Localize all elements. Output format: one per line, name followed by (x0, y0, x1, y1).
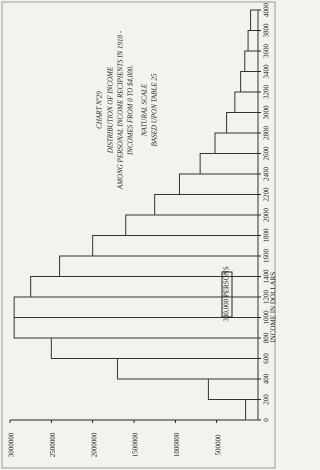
x-axis-label: INCOME IN DOLLARS (270, 272, 277, 343)
x-tick-label: 2800 (263, 126, 271, 141)
x-tick-label: 3600 (263, 44, 271, 59)
x-tick-label: 0 (263, 418, 271, 422)
chart-title: CHART Nº29 (96, 91, 104, 129)
x-tick-label: 1800 (263, 228, 271, 243)
subtitle-line: AMONG PERSONAL INCOME RECIPIENTS IN 1918… (117, 30, 125, 190)
bar (250, 9, 259, 31)
annotation: 300,000 PERSONS (223, 266, 231, 321)
subtitle-line: NATURAL SCALE (141, 83, 149, 137)
x-tick-label: 3000 (263, 105, 271, 120)
x-tick-label: 1400 (263, 269, 271, 284)
y-tick-label: 1000000 (173, 432, 181, 457)
x-tick-label: 2600 (263, 146, 271, 161)
x-tick-label: 2200 (263, 187, 271, 202)
subtitle-line: BASED UPON TABLE 25 (151, 73, 159, 146)
x-tick-label: 4000 (263, 3, 271, 18)
x-tick-label: 1200 (263, 290, 271, 305)
x-tick-label: 3200 (263, 85, 271, 100)
x-tick-label: 200 (263, 394, 271, 405)
x-tick-label: 600 (263, 353, 271, 364)
y-tick-label: 2000000 (90, 432, 98, 457)
y-tick-label: 1500000 (132, 432, 140, 457)
x-tick-label: 2400 (263, 167, 271, 182)
x-tick-label: 2000 (263, 208, 271, 223)
x-tick-label: 1600 (263, 249, 271, 264)
subtitle-line: INCOMES FROM 0 TO $4,000. (127, 65, 135, 156)
subtitle-line: DISTRIBUTION OF INCOME (107, 66, 115, 154)
x-tick-label: 800 (263, 332, 271, 343)
x-tick-label: 3400 (263, 64, 271, 79)
x-tick-label: 400 (263, 373, 271, 384)
scale-box (221, 271, 233, 318)
chart: CHART Nº29 DISTRIBUTION OF INCOME AMONG PE… (1, 1, 277, 469)
y-tick-label: 500000 (214, 434, 222, 456)
x-tick-label: 1000 (263, 310, 271, 325)
y-tick-label: 3000000 (8, 432, 16, 457)
x-tick-label: 3800 (263, 23, 271, 38)
y-tick-label: 2500000 (49, 432, 57, 457)
title-block: CHART Nº29 DISTRIBUTION OF INCOME AMONG PE… (96, 30, 159, 190)
